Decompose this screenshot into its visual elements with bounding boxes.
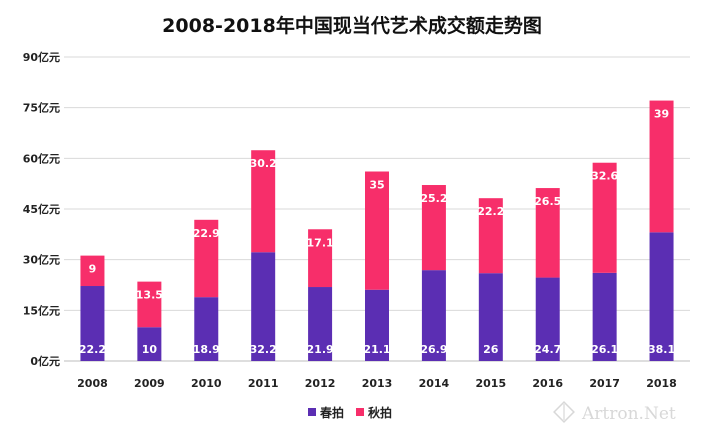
x-tick-label: 2008 [77,377,108,390]
x-tick-label: 2011 [248,377,279,390]
x-tick-label: 2015 [476,377,507,390]
y-tick-label: 0亿元 [30,354,60,368]
data-label: 22.9 [193,227,220,240]
data-label: 10 [142,343,158,356]
x-tick-label: 2012 [305,377,336,390]
data-label: 39 [654,108,669,121]
x-tick-label: 2009 [134,377,165,390]
y-tick-label: 30亿元 [23,253,60,267]
legend: 春拍 秋拍 [308,405,392,420]
data-label: 21.1 [363,343,390,356]
y-tick-label: 75亿元 [23,101,60,115]
autumn-bar [251,150,276,253]
autumn-bar [421,185,446,271]
spring-bar [649,232,674,361]
y-tick-label: 15亿元 [23,303,60,317]
spring-bar [194,297,219,361]
data-label: 26.1 [591,343,618,356]
y-tick-label: 90亿元 [23,50,60,64]
data-label: 18.9 [193,343,220,356]
data-label: 21.9 [307,343,334,356]
y-axis-ticks: 0亿元 15亿元 30亿元 45亿元 60亿元 75亿元 90亿元 [23,50,60,368]
autumn-bar [365,171,389,290]
autumn-bar [194,219,219,298]
spring-bar [137,327,162,361]
data-labels: 22.2 9 10 13.5 18.9 22.9 32.2 30.2 21.9 17.1 21.1 3… [79,108,675,356]
artron-logo-icon [553,401,575,423]
autumn-bar [592,162,617,273]
watermark-text: Artron.Net [581,404,676,424]
y-tick-label: 60亿元 [23,151,60,165]
data-label: 24.7 [534,343,561,356]
spring-bar [421,270,446,361]
data-label: 17.1 [307,236,334,249]
data-label: 22.2 [79,343,106,356]
x-tick-label: 2018 [646,377,677,390]
autumn-bar [137,281,162,328]
spring-bar [592,272,617,361]
x-tick-label: 2013 [362,377,393,390]
data-label: 26.9 [420,343,447,356]
data-label: 26 [483,343,499,356]
autumn-bar [478,198,503,274]
data-label: 35 [369,179,384,192]
data-label: 13.5 [136,289,163,302]
spring-bar [535,277,560,361]
x-tick-label: 2010 [191,377,222,390]
chart-title: 2008-2018年中国现当代艺术成交额走势图 [162,14,542,37]
data-label: 26.5 [534,195,561,208]
data-label: 38.1 [648,343,675,356]
legend-swatch [308,408,316,416]
legend-label: 秋拍 [368,405,392,420]
autumn-bar [80,255,105,287]
watermark: Artron.Net [553,401,676,424]
spring-bar [478,273,503,361]
spring-bar [80,286,105,361]
spring-bar [308,287,333,361]
x-tick-label: 2016 [532,377,563,390]
data-label: 32.6 [591,170,618,183]
spring-bar [251,252,276,361]
data-label: 30.2 [250,157,277,170]
x-tick-label: 2017 [589,377,620,390]
x-axis-ticks: 2008 2009 2010 2011 2012 2013 2014 2015 2016 2017… [77,377,677,390]
bars [80,100,674,361]
data-label: 22.2 [477,205,504,218]
x-tick-label: 2014 [419,377,450,390]
legend-swatch [356,408,364,416]
autumn-bar [308,229,333,288]
y-tick-label: 45亿元 [23,202,60,216]
data-label: 9 [89,263,97,276]
autumn-bar [649,100,674,233]
spring-bar [365,289,389,361]
data-label: 32.2 [250,343,277,356]
data-label: 25.2 [420,192,447,205]
autumn-bar [535,188,560,278]
legend-label: 春拍 [319,405,344,420]
